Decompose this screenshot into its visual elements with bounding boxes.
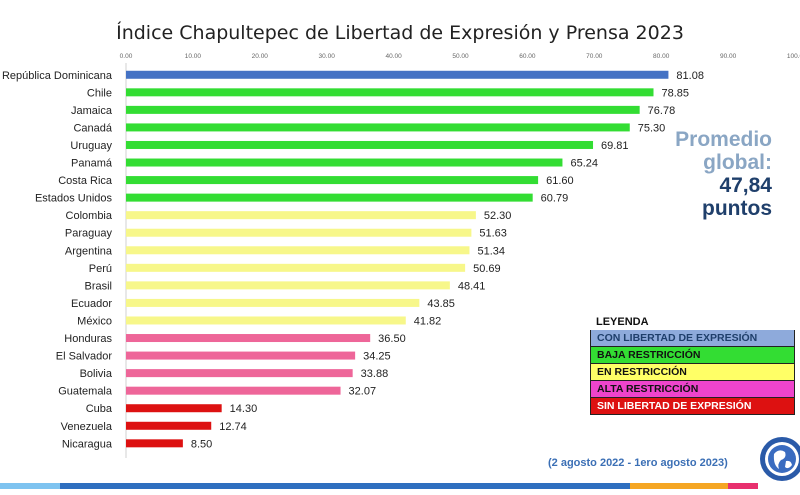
average-label-line1: Promedio (675, 128, 772, 151)
data-label: 33.88 (361, 368, 389, 380)
category-label: Canadá (73, 122, 112, 134)
data-label: 50.69 (473, 263, 501, 275)
globe-emblem-icon (760, 437, 800, 481)
bar (126, 369, 353, 378)
bar (126, 228, 472, 237)
x-tick-label: 40.00 (385, 53, 402, 60)
data-label: 14.30 (230, 403, 258, 415)
bottom-color-strip (0, 483, 800, 489)
date-range: (2 agosto 2022 - 1ero agosto 2023) (548, 457, 728, 469)
strip-segment-pink (728, 483, 758, 489)
global-average-panel: Promedio global: 47,84 puntos (640, 128, 772, 220)
category-label: Honduras (64, 333, 112, 345)
data-label: 34.25 (363, 351, 391, 363)
category-label: Paraguay (65, 228, 113, 240)
data-label: 51.34 (477, 245, 505, 257)
category-label: Estados Unidos (35, 193, 113, 205)
category-label: Perú (89, 263, 112, 275)
bar (126, 246, 470, 255)
x-tick-label: 20.00 (252, 53, 269, 60)
data-label: 12.74 (219, 421, 247, 433)
category-label: Chile (87, 87, 112, 99)
data-label: 81.08 (676, 70, 704, 82)
bar (126, 386, 341, 395)
average-unit: puntos (702, 197, 772, 220)
bar (126, 105, 640, 114)
legend-title: LEYENDA (596, 316, 649, 328)
category-label: México (77, 315, 112, 327)
bar (126, 439, 183, 448)
x-tick-label: 70.00 (586, 53, 603, 60)
x-tick-label: 60.00 (519, 53, 536, 60)
category-label: Venezuela (61, 421, 113, 433)
data-label: 69.81 (601, 140, 629, 152)
data-label: 41.82 (414, 315, 442, 327)
category-label: Argentina (65, 245, 113, 257)
bar (126, 404, 222, 413)
x-tick-label: 0.00 (120, 53, 133, 60)
bar (126, 193, 533, 202)
strip-segment-orange (630, 483, 728, 489)
bar (126, 281, 450, 290)
average-label-line2: global: (703, 151, 772, 174)
category-label: Guatemala (58, 386, 113, 398)
data-label: 48.41 (458, 280, 486, 292)
data-label: 52.30 (484, 210, 512, 222)
bar (126, 351, 356, 360)
category-label: Colombia (66, 210, 113, 222)
x-tick-label: 50.00 (452, 53, 469, 60)
category-label: República Dominicana (2, 70, 113, 82)
bar (126, 421, 212, 430)
bar (126, 88, 654, 97)
data-label: 78.85 (662, 87, 690, 99)
category-label: Nicaragua (62, 438, 113, 450)
data-label: 8.50 (191, 438, 212, 450)
strip-segment-light-blue (0, 483, 60, 489)
x-tick-label: 80.00 (653, 53, 670, 60)
category-label: Jamaica (71, 105, 113, 117)
legend-item-free: CON LIBERTAD DE EXPRESIÓN (590, 330, 795, 347)
data-label: 65.24 (570, 158, 598, 170)
x-tick-label: 90.00 (720, 53, 737, 60)
strip-segment-blue (60, 483, 630, 489)
legend: LEYENDA CON LIBERTAD DE EXPRESIÓN BAJA R… (590, 316, 795, 415)
bar (126, 176, 539, 185)
bar (126, 70, 669, 79)
bar (126, 298, 420, 307)
bar (126, 263, 466, 272)
x-tick-label: 30.00 (319, 53, 336, 60)
data-label: 75.30 (638, 122, 666, 134)
legend-item-no-freedom: SIN LIBERTAD DE EXPRESIÓN (590, 398, 795, 415)
x-tick-label: 100.0 (787, 53, 800, 60)
category-label: Brasil (84, 280, 112, 292)
category-label: Ecuador (71, 298, 112, 310)
legend-item-low-restriction: BAJA RESTRICCIÓN (590, 347, 795, 364)
category-label: Uruguay (70, 140, 112, 152)
category-label: El Salvador (56, 351, 113, 363)
category-label: Bolivia (80, 368, 113, 380)
data-label: 32.07 (349, 386, 377, 398)
bar (126, 316, 406, 325)
bar (126, 123, 630, 132)
chart-title: Índice Chapultepec de Libertad de Expres… (116, 22, 684, 44)
legend-item-high-restriction: ALTA RESTRICCIÓN (590, 381, 795, 398)
data-label: 61.60 (546, 175, 574, 187)
x-tick-label: 10.00 (185, 53, 202, 60)
data-label: 43.85 (427, 298, 455, 310)
data-label: 76.78 (648, 105, 676, 117)
bar (126, 140, 594, 149)
data-label: 51.63 (479, 228, 507, 240)
bar (126, 158, 563, 167)
bar (126, 211, 476, 220)
data-label: 60.79 (541, 193, 569, 205)
category-label: Cuba (86, 403, 113, 415)
average-value: 47,84 (719, 174, 772, 197)
bar (126, 334, 371, 343)
category-label: Panamá (71, 158, 113, 170)
category-label: Costa Rica (58, 175, 113, 187)
data-label: 36.50 (378, 333, 406, 345)
legend-item-in-restriction: EN RESTRICCIÓN (590, 364, 795, 381)
